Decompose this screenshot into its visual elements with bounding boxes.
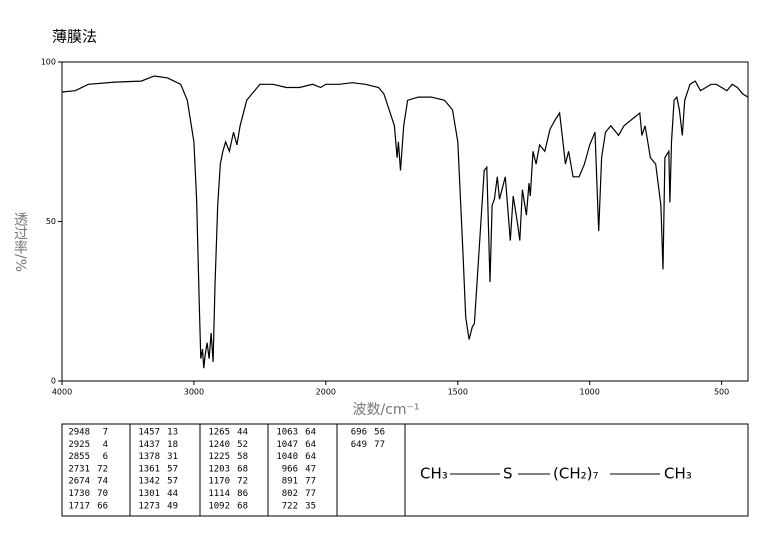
- peak-transmittance: 6: [103, 452, 108, 462]
- formula-part: CH₃: [420, 465, 448, 483]
- peak-wavenumber: 722: [282, 501, 298, 511]
- peak-wavenumber: 1047: [276, 440, 298, 450]
- peak-transmittance: 64: [305, 440, 316, 450]
- peak-wavenumber: 1114: [208, 489, 230, 499]
- peak-transmittance: 57: [167, 477, 178, 487]
- peak-transmittance: 77: [305, 489, 316, 499]
- peak-wavenumber: 2731: [68, 464, 90, 474]
- peak-transmittance: 72: [97, 464, 108, 474]
- formula-part: (CH₂)₇: [553, 465, 598, 483]
- peak-wavenumber: 2855: [68, 452, 90, 462]
- peak-wavenumber: 2674: [68, 477, 90, 487]
- y-axis-label: 透过率/%: [12, 212, 28, 272]
- plot-frame: [61, 61, 749, 382]
- peak-transmittance: 64: [305, 452, 316, 462]
- chart-title: 薄膜法: [52, 28, 97, 46]
- peak-wavenumber: 696: [351, 428, 367, 438]
- peak-transmittance: 66: [97, 501, 108, 511]
- peak-wavenumber: 1203: [208, 464, 230, 474]
- peak-wavenumber: 802: [282, 489, 298, 499]
- peak-transmittance: 58: [237, 452, 248, 462]
- x-tick-label: 1000: [580, 388, 600, 397]
- peak-wavenumber: 649: [351, 440, 367, 450]
- table-dividers: [129, 424, 660, 516]
- x-axis-label: 波数/cm⁻¹: [352, 402, 419, 418]
- peak-wavenumber: 1240: [208, 440, 230, 450]
- peak-wavenumber: 2925: [68, 440, 90, 450]
- peak-wavenumber: 1342: [138, 477, 160, 487]
- peak-transmittance: 64: [305, 428, 316, 438]
- peak-wavenumber: 2948: [68, 428, 90, 438]
- peak-transmittance: 44: [237, 428, 248, 438]
- peak-transmittance: 70: [97, 489, 108, 499]
- peak-wavenumber: 1457: [138, 428, 160, 438]
- peak-wavenumber: 891: [282, 477, 298, 487]
- peak-transmittance: 49: [167, 501, 178, 511]
- peak-wavenumber: 1717: [68, 501, 90, 511]
- y-tick-label: 50: [46, 217, 56, 226]
- peak-transmittance: 72: [237, 477, 248, 487]
- x-tick-label: 2000: [316, 388, 336, 397]
- x-tick-label: 1500: [448, 388, 468, 397]
- peak-wavenumber: 1273: [138, 501, 160, 511]
- peak-wavenumber: 1265: [208, 428, 230, 438]
- peak-transmittance: 86: [237, 489, 248, 499]
- peak-wavenumber: 1301: [138, 489, 160, 499]
- peak-transmittance: 47: [305, 464, 316, 474]
- formula-part: CH₃: [664, 465, 692, 483]
- peak-wavenumber: 1437: [138, 440, 160, 450]
- peak-transmittance: 4: [103, 440, 108, 450]
- peak-transmittance: 52: [237, 440, 248, 450]
- x-tick-label: 4000: [52, 388, 72, 397]
- x-tick-label: 500: [714, 388, 729, 397]
- formula-part: S: [503, 465, 513, 483]
- peak-transmittance: 56: [374, 428, 385, 438]
- peak-wavenumber: 1040: [276, 452, 298, 462]
- peak-wavenumber: 1170: [208, 477, 230, 487]
- peak-wavenumber: 1092: [208, 501, 230, 511]
- x-tick-label: 3000: [184, 388, 204, 397]
- peak-wavenumber: 1361: [138, 464, 160, 474]
- peak-transmittance: 44: [167, 489, 178, 499]
- y-tick-label: 100: [41, 58, 56, 67]
- peak-transmittance: 57: [167, 464, 178, 474]
- peak-wavenumber: 1063: [276, 428, 298, 438]
- peak-transmittance: 35: [305, 501, 316, 511]
- spectrum-line: [61, 75, 749, 369]
- peak-transmittance: 68: [237, 501, 248, 511]
- peak-transmittance: 74: [97, 477, 108, 487]
- peak-wavenumber: 966: [282, 464, 298, 474]
- peak-transmittance: 68: [237, 464, 248, 474]
- peak-transmittance: 18: [167, 440, 178, 450]
- peak-wavenumber: 1378: [138, 452, 160, 462]
- y-tick-label: 0: [51, 377, 56, 386]
- peak-transmittance: 7: [103, 428, 108, 438]
- peak-transmittance: 77: [374, 440, 385, 450]
- peak-transmittance: 31: [167, 452, 178, 462]
- peak-wavenumber: 1730: [68, 489, 90, 499]
- peak-wavenumber: 1225: [208, 452, 230, 462]
- peak-transmittance: 77: [305, 477, 316, 487]
- peak-transmittance: 13: [167, 428, 178, 438]
